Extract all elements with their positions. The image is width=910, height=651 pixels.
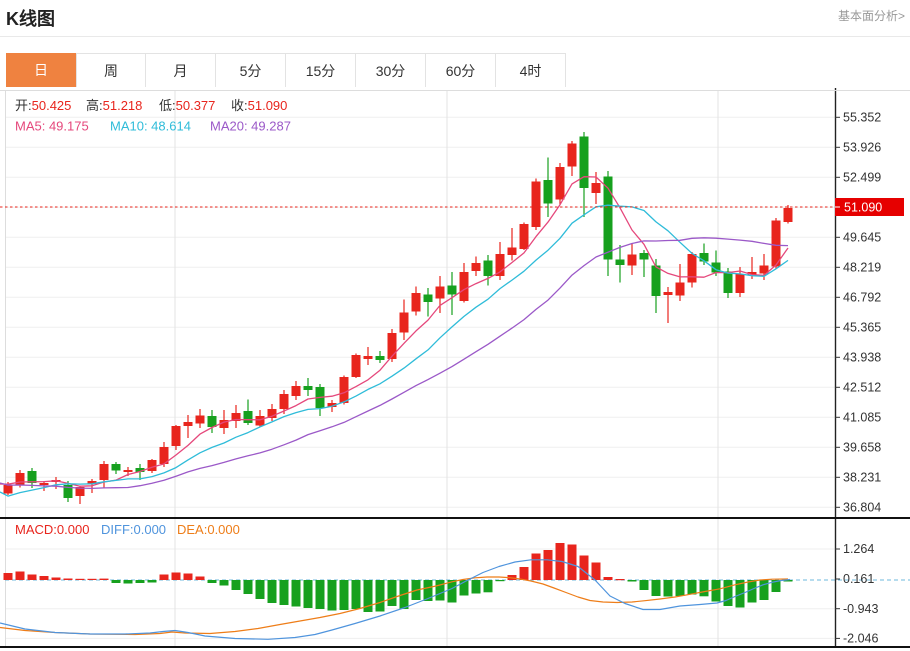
svg-text:43.938: 43.938 bbox=[843, 351, 881, 365]
svg-text:开:50.425: 开:50.425 bbox=[15, 98, 71, 113]
svg-text:51.090: 51.090 bbox=[844, 201, 882, 215]
svg-text:低:50.377: 低:50.377 bbox=[159, 98, 215, 113]
svg-text:高:51.218: 高:51.218 bbox=[86, 98, 142, 113]
svg-text:48.219: 48.219 bbox=[843, 261, 881, 275]
svg-text:DIFF:0.000: DIFF:0.000 bbox=[101, 522, 166, 537]
svg-text:45.365: 45.365 bbox=[843, 321, 881, 335]
svg-text:MA20: 49.287: MA20: 49.287 bbox=[210, 119, 291, 134]
svg-text:52.499: 52.499 bbox=[843, 171, 881, 185]
svg-text:-0.943: -0.943 bbox=[843, 602, 878, 616]
svg-text:MA5: 49.175: MA5: 49.175 bbox=[15, 119, 89, 134]
svg-text:MA10: 48.614: MA10: 48.614 bbox=[110, 119, 191, 134]
svg-text:收:51.090: 收:51.090 bbox=[231, 98, 287, 113]
svg-text:MACD:0.000: MACD:0.000 bbox=[15, 522, 89, 537]
svg-text:53.926: 53.926 bbox=[843, 141, 881, 155]
svg-text:1.264: 1.264 bbox=[843, 542, 874, 556]
svg-text:36.804: 36.804 bbox=[843, 501, 881, 515]
svg-text:38.231: 38.231 bbox=[843, 471, 881, 485]
svg-text:55.352: 55.352 bbox=[843, 111, 881, 125]
svg-text:39.658: 39.658 bbox=[843, 441, 881, 455]
svg-text:0.161: 0.161 bbox=[843, 572, 874, 586]
svg-text:46.792: 46.792 bbox=[843, 291, 881, 305]
svg-text:41.085: 41.085 bbox=[843, 411, 881, 425]
svg-text:-2.046: -2.046 bbox=[843, 632, 878, 646]
svg-text:42.512: 42.512 bbox=[843, 381, 881, 395]
svg-text:49.645: 49.645 bbox=[843, 231, 881, 245]
svg-text:DEA:0.000: DEA:0.000 bbox=[177, 522, 240, 537]
